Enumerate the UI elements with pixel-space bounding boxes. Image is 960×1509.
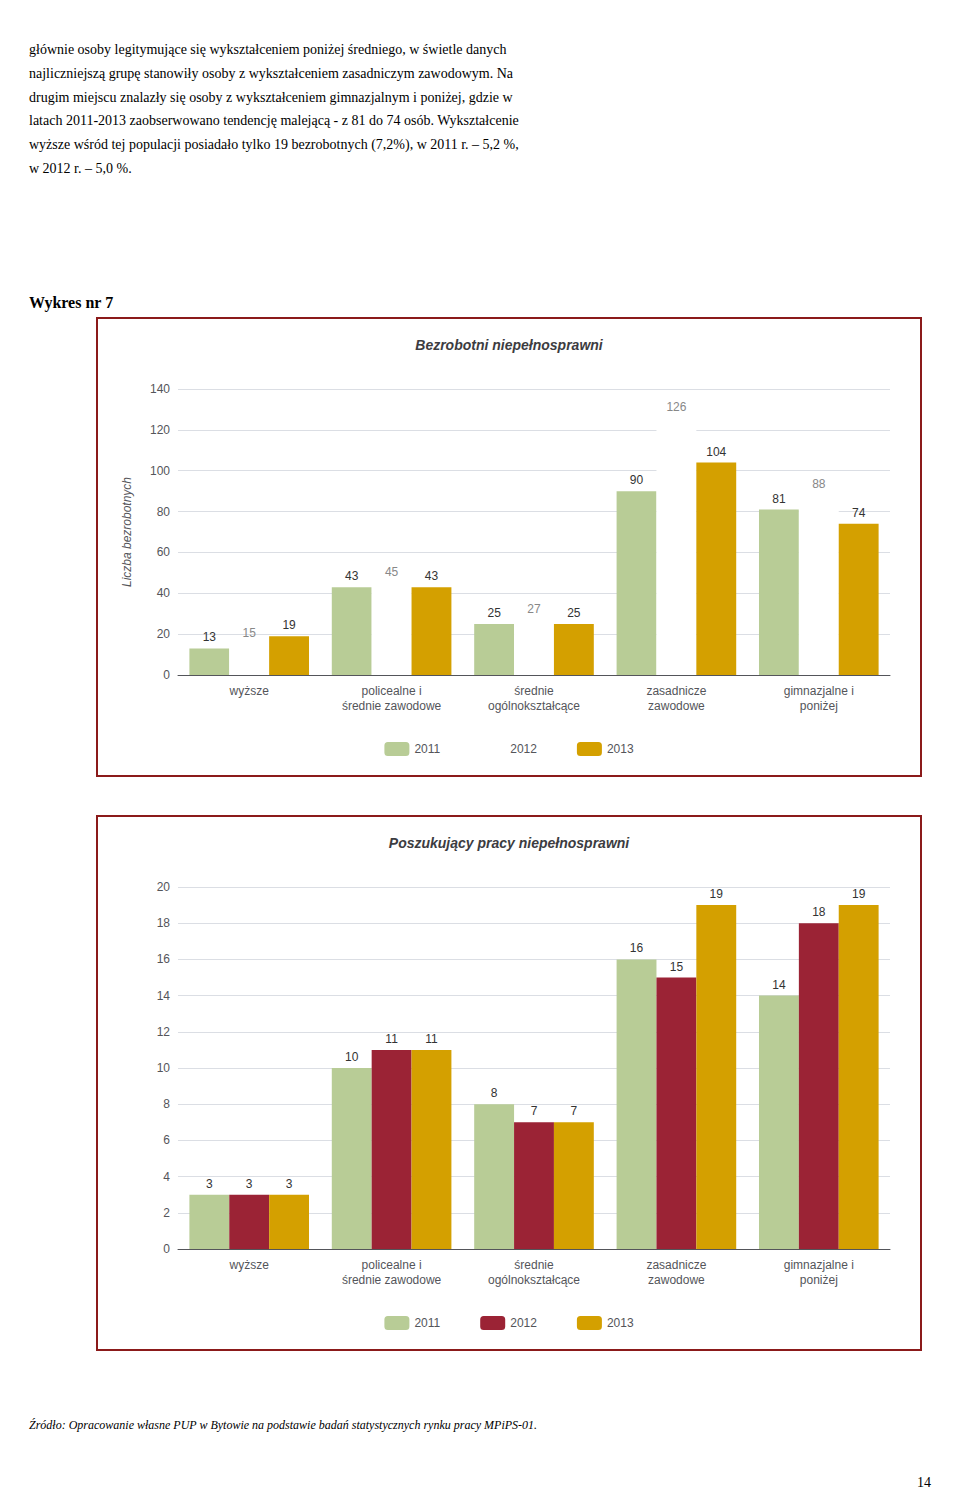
svg-text:2011: 2011 bbox=[414, 742, 440, 756]
svg-text:wyższe: wyższe bbox=[229, 684, 270, 698]
svg-text:12: 12 bbox=[157, 1025, 171, 1039]
svg-text:Liczba bezrobotnych: Liczba bezrobotnych bbox=[120, 477, 134, 587]
svg-text:średnie: średnie bbox=[514, 1258, 554, 1272]
html-text:Wykres nr 7: Wykres nr 7 bbox=[29, 294, 114, 311]
svg-text:10: 10 bbox=[157, 1061, 171, 1075]
svg-text:10: 10 bbox=[345, 1050, 359, 1064]
html-text:14: 14 bbox=[917, 1475, 931, 1490]
svg-text:104: 104 bbox=[706, 445, 726, 459]
svg-text:88: 88 bbox=[812, 477, 826, 491]
svg-text:3: 3 bbox=[246, 1177, 253, 1191]
svg-text:16: 16 bbox=[630, 941, 644, 955]
svg-text:2012: 2012 bbox=[510, 1316, 537, 1330]
svg-text:43: 43 bbox=[425, 569, 439, 583]
svg-text:2013: 2013 bbox=[607, 742, 634, 756]
svg-text:zasadnicze: zasadnicze bbox=[646, 1258, 706, 1272]
svg-text:7: 7 bbox=[571, 1104, 578, 1118]
svg-text:gimnazjalne i: gimnazjalne i bbox=[784, 684, 854, 698]
svg-text:zasadnicze: zasadnicze bbox=[646, 684, 706, 698]
svg-text:policealne i: policealne i bbox=[362, 684, 422, 698]
svg-text:15: 15 bbox=[243, 626, 257, 640]
svg-text:25: 25 bbox=[567, 606, 581, 620]
svg-text:19: 19 bbox=[710, 887, 724, 901]
svg-text:20: 20 bbox=[157, 627, 171, 641]
html-text:głównie osoby legitymujące się: głównie osoby legitymujące się wykształc… bbox=[29, 42, 519, 176]
svg-text:6: 6 bbox=[163, 1133, 170, 1147]
svg-text:8: 8 bbox=[163, 1097, 170, 1111]
svg-text:11: 11 bbox=[385, 1032, 398, 1046]
svg-text:43: 43 bbox=[345, 569, 359, 583]
svg-text:126: 126 bbox=[666, 400, 686, 414]
svg-text:14: 14 bbox=[157, 989, 171, 1003]
svg-text:45: 45 bbox=[385, 565, 399, 579]
svg-text:średnie zawodowe: średnie zawodowe bbox=[342, 1273, 442, 1287]
svg-text:2: 2 bbox=[163, 1206, 170, 1220]
svg-text:7: 7 bbox=[531, 1104, 538, 1118]
svg-text:80: 80 bbox=[157, 505, 171, 519]
svg-text:8: 8 bbox=[491, 1086, 498, 1100]
svg-text:18: 18 bbox=[812, 905, 826, 919]
svg-text:gimnazjalne i: gimnazjalne i bbox=[784, 1258, 854, 1272]
svg-text:14: 14 bbox=[772, 978, 786, 992]
svg-text:40: 40 bbox=[157, 586, 171, 600]
svg-text:27: 27 bbox=[527, 602, 541, 616]
svg-text:3: 3 bbox=[206, 1177, 213, 1191]
svg-text:0: 0 bbox=[163, 1242, 170, 1256]
svg-text:140: 140 bbox=[150, 382, 170, 396]
svg-text:25: 25 bbox=[487, 606, 501, 620]
svg-text:100: 100 bbox=[150, 464, 170, 478]
svg-text:120: 120 bbox=[150, 423, 170, 437]
svg-text:16: 16 bbox=[157, 952, 171, 966]
svg-text:Bezrobotni niepełnosprawni: Bezrobotni niepełnosprawni bbox=[415, 337, 604, 353]
svg-text:średnie: średnie bbox=[514, 684, 554, 698]
svg-text:poniżej: poniżej bbox=[800, 1273, 838, 1287]
svg-text:poniżej: poniżej bbox=[800, 699, 838, 713]
svg-text:ogólnokształcące: ogólnokształcące bbox=[488, 1273, 580, 1287]
svg-text:0: 0 bbox=[163, 668, 170, 682]
svg-text:60: 60 bbox=[157, 545, 171, 559]
svg-text:4: 4 bbox=[163, 1170, 170, 1184]
svg-text:19: 19 bbox=[852, 887, 866, 901]
svg-text:90: 90 bbox=[630, 473, 644, 487]
html-text:Źródło: Opracowanie własne PUP: Źródło: Opracowanie własne PUP w Bytowie… bbox=[29, 1418, 537, 1432]
svg-text:średnie zawodowe: średnie zawodowe bbox=[342, 699, 442, 713]
svg-text:wyższe: wyższe bbox=[229, 1258, 270, 1272]
svg-text:15: 15 bbox=[670, 960, 684, 974]
svg-text:zawodowe: zawodowe bbox=[648, 699, 705, 713]
svg-text:13: 13 bbox=[203, 630, 217, 644]
svg-text:ogólnokształcące: ogólnokształcące bbox=[488, 699, 580, 713]
svg-text:3: 3 bbox=[286, 1177, 293, 1191]
svg-text:zawodowe: zawodowe bbox=[648, 1273, 705, 1287]
svg-text:2012: 2012 bbox=[510, 742, 537, 756]
svg-text:Poszukujący pracy niepełnospra: Poszukujący pracy niepełnosprawni bbox=[389, 835, 631, 851]
svg-text:74: 74 bbox=[852, 506, 866, 520]
svg-text:2013: 2013 bbox=[607, 1316, 634, 1330]
svg-text:20: 20 bbox=[157, 880, 171, 894]
svg-text:19: 19 bbox=[282, 618, 296, 632]
svg-text:81: 81 bbox=[772, 492, 786, 506]
svg-text:policealne i: policealne i bbox=[362, 1258, 422, 1272]
svg-text:2011: 2011 bbox=[414, 1316, 440, 1330]
svg-text:11: 11 bbox=[425, 1032, 438, 1046]
svg-text:18: 18 bbox=[157, 916, 171, 930]
